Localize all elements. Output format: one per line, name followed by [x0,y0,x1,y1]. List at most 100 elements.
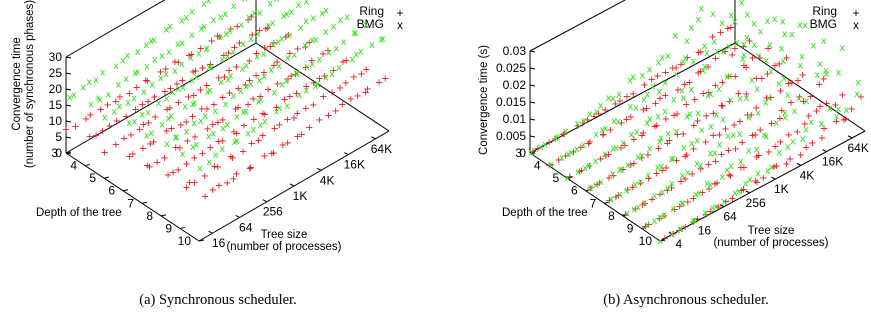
point-bmg: x [810,40,816,51]
point-bmg: x [668,154,674,165]
point-bmg: x [827,104,833,115]
depth-tick-mark [141,201,148,204]
point-bmg: x [210,128,216,139]
point-ring: + [599,130,607,141]
size-tick-label: 4K [320,173,335,187]
point-bmg: x [726,41,732,52]
point-ring: + [857,92,865,103]
point-ring: + [838,90,846,101]
point-bmg: x [658,133,664,144]
legend-marker-bmg: x [853,18,859,32]
point-bmg: x [241,107,247,118]
point-bmg: x [294,68,300,79]
point-ring: + [579,118,587,129]
size-tick-label: 4 [675,237,682,251]
point-bmg: x [754,84,760,95]
point-bmg: x [303,16,309,27]
point-bmg: x [720,114,726,125]
depth-tick-mark [604,201,610,204]
point-bmg: x [704,48,710,59]
point-ring: + [261,110,269,121]
point-bmg: x [67,93,73,104]
point-bmg: x [131,116,137,127]
point-bmg: x [255,29,261,40]
z-tick-mark [529,118,536,121]
point-ring: + [328,88,336,99]
point-bmg: x [285,53,291,64]
point-bmg: x [230,47,236,58]
point-ring: + [754,150,762,161]
point-ring: + [215,73,223,84]
point-bmg: x [796,93,802,104]
point-bmg: x [593,130,599,141]
point-ring: + [176,143,184,154]
point-bmg: x [315,79,321,90]
point-ring: + [167,124,175,135]
point-bmg: x [326,48,332,59]
point-ring: + [284,74,292,85]
point-bmg: x [744,93,750,104]
point-bmg: x [818,119,824,130]
point-ring: + [203,104,211,115]
point-bmg: x [720,46,726,57]
point-ring: + [82,114,90,125]
point-bmg: x [149,80,155,91]
point-bmg: x [246,13,252,24]
point-bmg: x [358,46,364,57]
point-bmg: x [574,118,580,129]
point-bmg: x [645,90,651,101]
point-ring: + [801,119,809,130]
point-ring: + [206,142,214,153]
point-bmg: x [587,109,593,120]
point-bmg: x [670,153,676,164]
point-bmg: x [261,72,267,83]
point-ring: + [638,131,646,142]
point-ring: + [655,213,663,224]
point-ring: + [621,210,629,221]
point-ring: + [606,125,614,136]
point-ring: + [196,44,204,55]
size-tick-mark [262,199,268,203]
size-tick-mark [235,214,240,218]
depth-tick-label: 6 [108,184,115,198]
point-ring: + [381,74,389,85]
point-bmg: x [95,93,101,104]
point-ring: + [164,170,172,181]
point-bmg: x [688,85,694,96]
point-ring: + [728,193,736,204]
point-bmg: x [581,115,587,126]
point-ring: + [653,120,661,131]
point-bmg: x [173,132,179,143]
point-ring: + [656,93,664,104]
point-ring: + [248,30,256,41]
point-bmg: x [167,21,173,32]
point-ring: + [375,78,383,89]
point-ring: + [711,81,719,92]
point-ring: + [133,83,141,94]
point-ring: + [771,141,779,152]
point-ring: + [338,100,346,111]
point-bmg: x [665,128,671,139]
point-ring: + [805,111,813,122]
point-bmg: x [618,164,624,175]
point-bmg: x [336,62,342,73]
point-ring: + [636,178,644,189]
point-ring: + [776,86,784,97]
point-ring: + [702,111,710,122]
point-bmg: x [717,139,723,150]
point-ring: + [190,177,198,188]
point-bmg: x [148,128,154,139]
point-ring: + [617,118,625,129]
point-ring: + [259,109,267,120]
point-ring: + [694,47,702,58]
point-ring: + [647,75,655,86]
point-bmg: x [582,163,588,174]
depth-tick-mark [84,164,91,167]
point-ring: + [112,116,120,127]
data-points: ++++++++++++++++++++++++++++++++++++++++… [62,0,390,203]
point-ring: + [182,183,190,194]
point-ring: + [103,100,111,111]
point-ring: + [639,128,647,139]
depth-tick-label: 10 [639,234,653,248]
point-ring: + [139,144,147,155]
